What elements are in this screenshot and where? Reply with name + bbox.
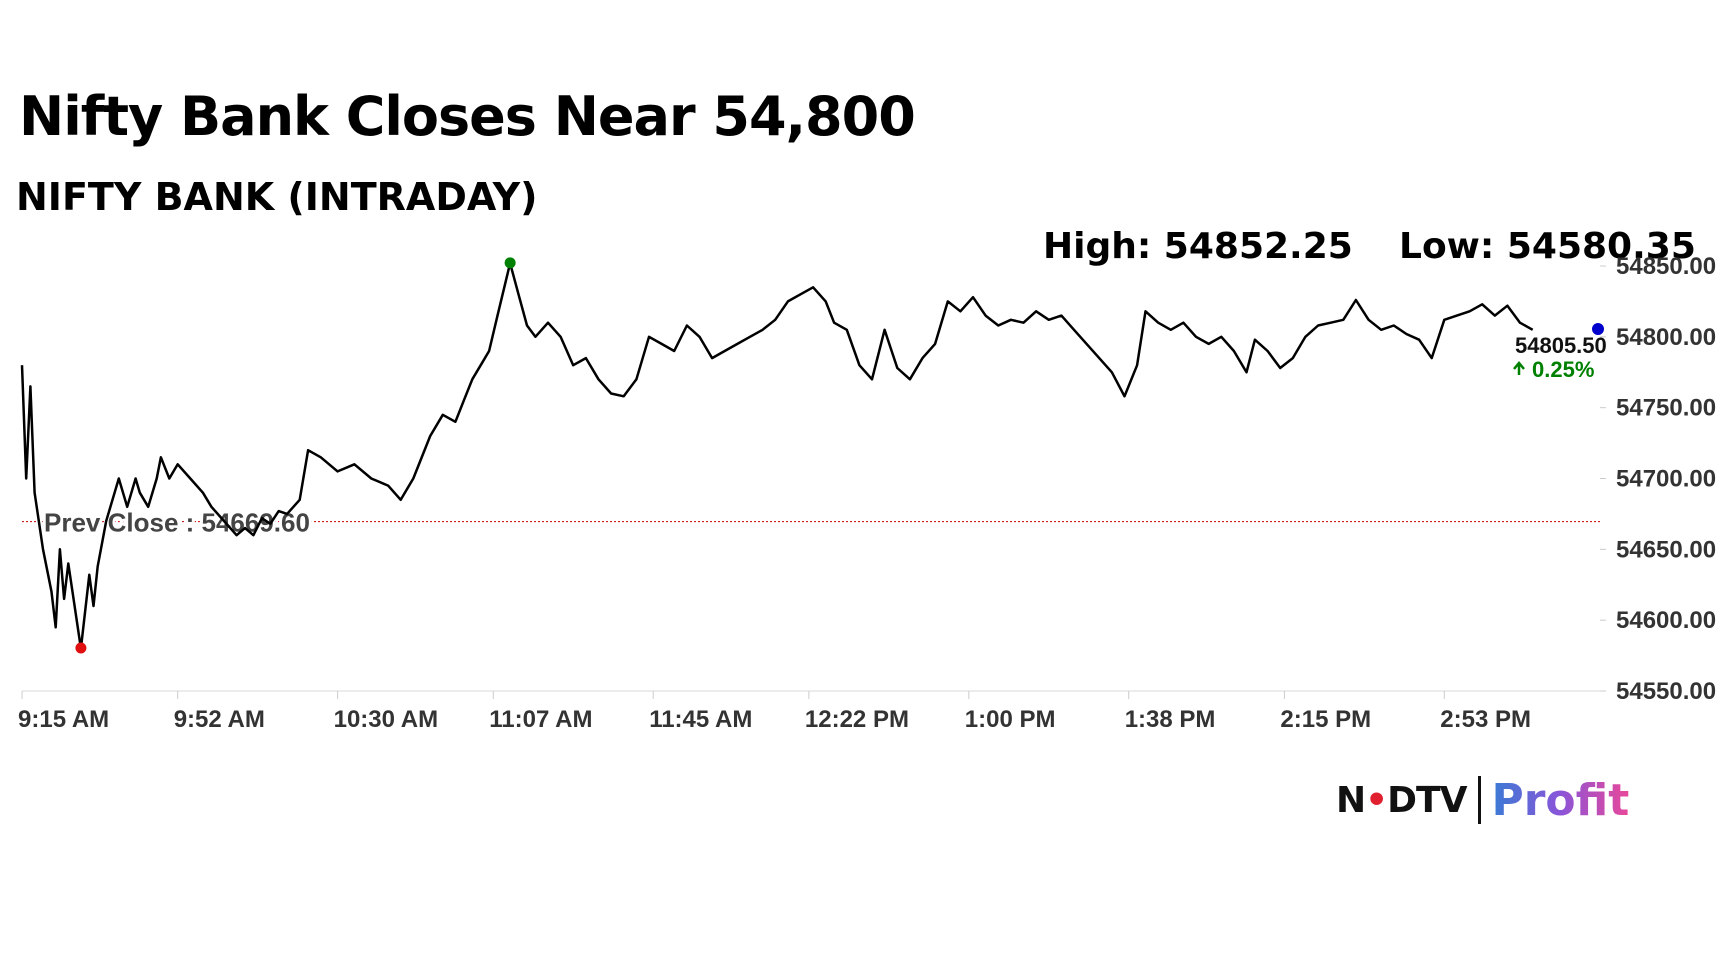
y-tick-label: 54700.00 [1616,466,1716,493]
price-line [20,261,1534,650]
prev-close-group: Prev Close : 54669.60 [22,505,1600,541]
y-tick-label: 54600.00 [1616,607,1716,634]
last-price-label: 54805.50 [1515,333,1607,358]
ndtv-profit-logo: N•DTV Profit [1336,774,1630,826]
chart-axes: 9:15 AM 9:52 AM 10:30 AM 11:07 AM 11:45 AM 12… [18,253,1716,733]
x-tick-label: 2:15 PM [1280,706,1371,733]
y-tick-label: 54650.00 [1616,536,1716,563]
low-marker [75,642,87,654]
y-tick-label: 54850.00 [1616,253,1716,280]
x-tick-label: 9:52 AM [174,706,265,733]
x-tick-label: 10:30 AM [334,706,438,733]
high-marker [504,257,516,269]
marker-group: 54805.500.25% [75,257,1607,654]
x-tick-label: 12:22 PM [805,706,909,733]
x-tick-label: 1:38 PM [1125,706,1216,733]
day-high-label: High: 54852.25 [1043,226,1353,267]
y-tick-label: 54750.00 [1616,395,1716,422]
logo-divider [1478,776,1482,824]
up-arrow-icon [1513,361,1525,375]
ndtv-wordmark: N•DTV [1336,779,1467,821]
x-tick-label: 2:53 PM [1440,706,1531,733]
plot-area [20,261,1534,650]
profit-wordmark: Profit [1491,774,1630,826]
chart-subtitle: NIFTY BANK (INTRADAY) [16,175,538,219]
day-low-label: Low: 54580.35 [1399,226,1696,267]
x-tick-label: 9:15 AM [18,706,109,733]
x-tick-label: 11:45 AM [649,706,752,733]
page-title: Nifty Bank Closes Near 54,800 [19,85,916,148]
prev-close-label: Prev Close : 54669.60 [44,508,310,538]
change-percent-label: 0.25% [1532,357,1594,382]
y-tick-label: 54800.00 [1616,324,1716,351]
last-price-marker [1592,323,1604,336]
y-tick-label: 54550.00 [1616,678,1716,705]
x-tick-label: 1:00 PM [965,706,1056,733]
x-tick-label: 11:07 AM [489,706,592,733]
